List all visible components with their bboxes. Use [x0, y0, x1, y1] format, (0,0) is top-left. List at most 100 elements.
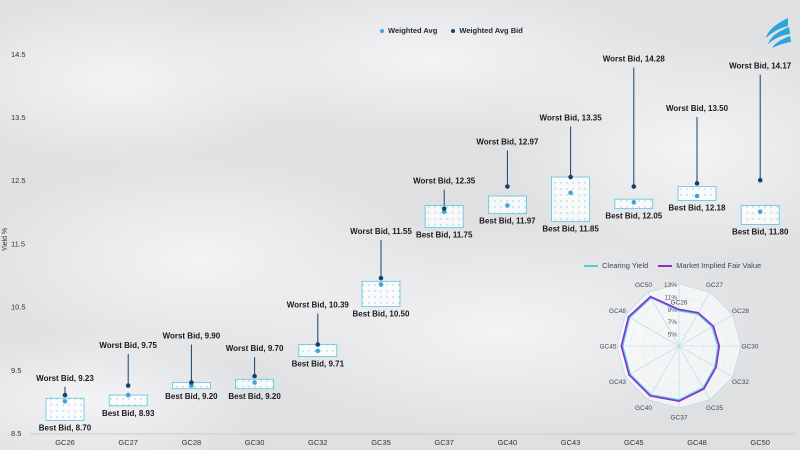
x-tick-label: GC30	[245, 438, 265, 447]
legend-item-weighted-avg[interactable]: Weighted Avg	[380, 26, 437, 35]
weighted-avg-bid-point[interactable]	[62, 392, 68, 398]
bond-group-gc40[interactable]: Worst Bid, 12.97 Best Bid, 11.97	[476, 137, 539, 225]
best-bid-label: Best Bid, 11.97	[479, 217, 536, 226]
radar-axis-label: GC35	[706, 405, 723, 412]
bid-range-box-pattern	[425, 205, 464, 228]
weighted-avg-bid-point[interactable]	[125, 383, 131, 388]
weighted-avg-bid-point[interactable]	[189, 380, 194, 385]
radar-legend-line-clearing-yield	[584, 264, 598, 267]
x-tick-label: GC45	[624, 438, 644, 447]
bond-group-gc26[interactable]: Worst Bid, 9.23 Best Bid, 8.70	[36, 374, 94, 432]
weighted-avg-bid-point[interactable]	[252, 373, 257, 379]
radar-spoke	[678, 292, 711, 347]
bond-group-gc45[interactable]: Worst Bid, 14.28 Best Bid, 12.05	[603, 55, 666, 221]
bid-range-box-pattern	[741, 205, 780, 225]
radar-legend-item-clearing-yield[interactable]: Clearing Yield	[584, 261, 648, 270]
radar-axis-label: GC37	[671, 415, 688, 422]
x-axis: GC26 GC27 GC28 GC30 GC32 GC35 GC37 GC40 GC43 GC45…	[30, 433, 795, 447]
worst-bid-label: Worst Bid, 14.17	[729, 62, 792, 71]
legend-item-weighted-avg-bid[interactable]: Weighted Avg Bid	[451, 26, 523, 35]
best-bid-label: Best Bid, 10.50	[353, 310, 410, 319]
best-bid-label: Best Bid, 8.70	[39, 423, 92, 432]
weighted-avg-bid-point[interactable]	[378, 275, 384, 281]
best-bid-label: Best Bid, 11.75	[416, 231, 473, 240]
worst-bid-label: Worst Bid, 13.35	[540, 113, 603, 122]
x-tick-label: GC35	[371, 438, 391, 447]
radar-axis-label: GC27	[706, 282, 723, 289]
y-tick-label: 10.5	[11, 303, 26, 312]
y-tick-label: 12.5	[11, 176, 26, 185]
radar-spoke	[625, 314, 680, 347]
weighted-avg-bid-point[interactable]	[505, 184, 510, 189]
bond-group-gc30[interactable]: Worst Bid, 9.70 Best Bid, 9.20	[226, 344, 284, 401]
radar-ring-label: 13%	[664, 282, 677, 289]
radar-chart: 5% 7% 9% 11% 13% GC26 GC27 GC28 GC30 GC32 GC35 GC37…	[600, 282, 759, 422]
bid-range-box-pattern	[46, 398, 84, 421]
radar-axis-label: GC32	[732, 379, 749, 386]
best-bid-label: Best Bid, 8.93	[102, 409, 155, 418]
bond-group-gc28[interactable]: Worst Bid, 9.90 Best Bid, 9.20	[163, 332, 221, 401]
worst-bid-label: Worst Bid, 11.55	[350, 227, 412, 236]
weighted-avg-point[interactable]	[694, 193, 700, 199]
weighted-avg-bid-point[interactable]	[568, 174, 573, 180]
weighted-avg-bid-point[interactable]	[757, 177, 763, 183]
weighted-avg-point[interactable]	[315, 348, 321, 354]
radar-ring-label: 11%	[664, 294, 677, 301]
bond-group-gc32[interactable]: Worst Bid, 10.39 Best Bid, 9.71	[287, 301, 350, 369]
radar-legend-label-clearing-yield: Clearing Yield	[602, 261, 649, 270]
radar-series-market-implied[interactable]	[620, 295, 721, 403]
radar-spoke	[678, 314, 733, 347]
radar-axis-label: GC43	[609, 379, 626, 386]
legend-label-weighted-avg-bid: Weighted Avg Bid	[459, 26, 523, 35]
bond-group-gc43[interactable]: Worst Bid, 13.35 Best Bid, 11.85	[540, 113, 603, 233]
radar-ring-label: 5%	[668, 332, 678, 339]
worst-bid-label: Worst Bid, 9.70	[226, 344, 284, 353]
weighted-avg-point[interactable]	[189, 383, 194, 388]
radar-legend-label-market-implied: Market Implied Fair Value	[676, 261, 762, 270]
x-tick-label: GC28	[182, 438, 202, 447]
radar-spoke	[625, 345, 680, 378]
weighted-avg-point[interactable]	[378, 282, 384, 287]
weighted-avg-bid-point[interactable]	[631, 184, 637, 189]
weighted-avg-bid-point[interactable]	[694, 181, 700, 186]
x-tick-label: GC26	[55, 438, 75, 447]
weighted-avg-point[interactable]	[441, 209, 447, 215]
radar-legend: Clearing Yield Market Implied Fair Value	[584, 261, 761, 270]
worst-bid-label: Worst Bid, 9.23	[36, 374, 94, 383]
radar-legend-line-market-implied	[658, 264, 673, 267]
weighted-avg-point[interactable]	[252, 380, 257, 385]
best-bid-label: Best Bid, 9.20	[228, 392, 281, 401]
bond-group-gc48[interactable]: Worst Bid, 13.50 Best Bid, 12.18	[666, 104, 729, 212]
worst-bid-label: Worst Bid, 12.97	[476, 137, 539, 146]
x-tick-label: GC43	[561, 438, 581, 447]
bond-group-gc50[interactable]: Worst Bid, 14.17 Best Bid, 11.80	[729, 62, 792, 237]
weighted-avg-bid-point[interactable]	[315, 342, 321, 347]
weighted-avg-point[interactable]	[568, 190, 573, 196]
worst-bid-label: Worst Bid, 9.90	[163, 332, 221, 341]
bond-group-gc37[interactable]: Worst Bid, 12.35 Best Bid, 11.75	[413, 177, 476, 240]
weighted-avg-point[interactable]	[757, 209, 763, 215]
worst-bid-label: Worst Bid, 12.35	[413, 177, 476, 186]
best-bid-label: Best Bid, 9.71	[292, 360, 345, 369]
radar-axis-label: GC45	[600, 344, 617, 351]
radar-ring-label: 7%	[668, 319, 678, 326]
weighted-avg-point[interactable]	[125, 392, 131, 398]
weighted-avg-point[interactable]	[62, 399, 68, 404]
radar-axis-label: GC30	[742, 344, 759, 351]
x-tick-label: GC48	[687, 438, 707, 447]
legend-label-weighted-avg: Weighted Avg	[388, 26, 438, 35]
radar-spoke	[678, 345, 733, 378]
y-axis: 8.5 9.5 10.5 11.5 12.5 13.5 14.5	[11, 50, 26, 438]
weighted-avg-point[interactable]	[505, 203, 510, 208]
radar-legend-item-market-implied[interactable]: Market Implied Fair Value	[658, 261, 761, 270]
weighted-avg-bid-point[interactable]	[441, 206, 447, 211]
worst-bid-label: Worst Bid, 13.50	[666, 104, 729, 113]
bond-group-gc35[interactable]: Worst Bid, 11.55 Best Bid, 10.50	[350, 227, 412, 318]
x-tick-label: GC37	[434, 438, 454, 447]
radar-series-clearing-yield[interactable]	[621, 296, 719, 401]
x-tick-label: GC50	[750, 438, 770, 447]
weighted-avg-point[interactable]	[631, 200, 637, 205]
bond-group-gc27[interactable]: Worst Bid, 9.75 Best Bid, 8.93	[99, 341, 157, 418]
